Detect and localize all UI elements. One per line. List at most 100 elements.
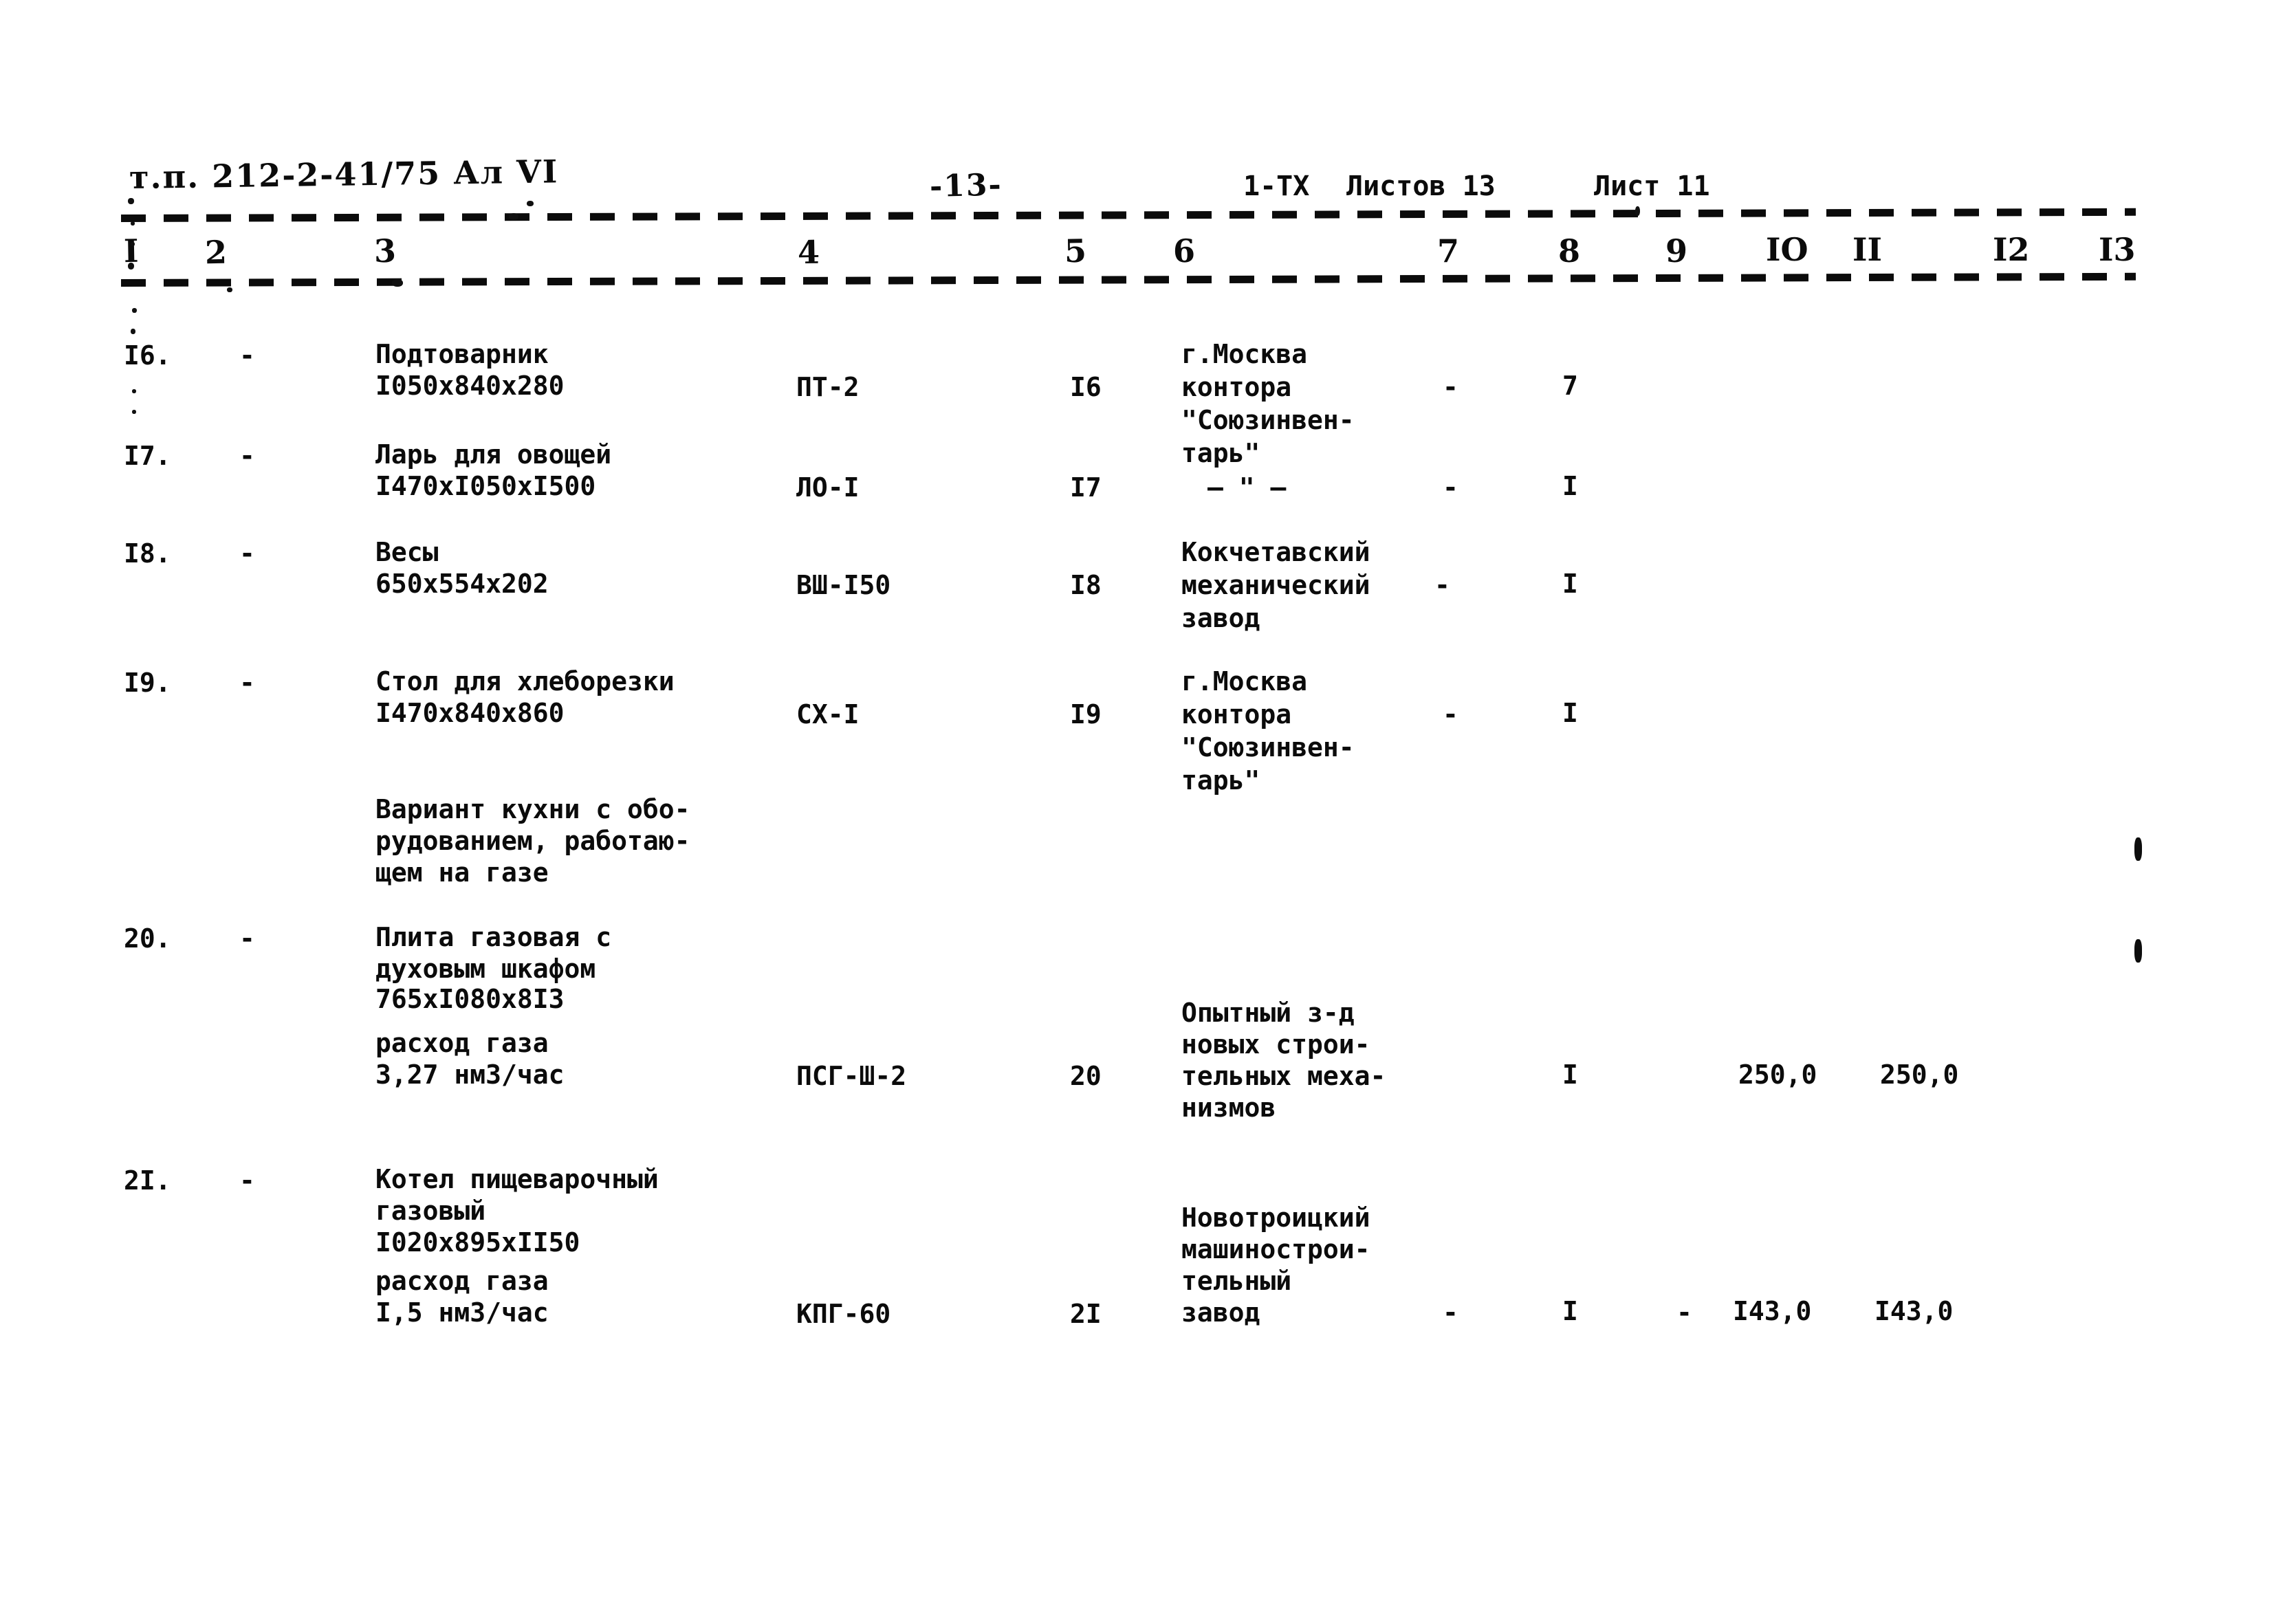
row-name-line: Весы [375,537,439,567]
column-header-10: IO [1766,231,1808,268]
row-type-mark: ЛО-I [796,472,860,503]
row-name-line: 3,27 нм3/час [375,1060,565,1090]
row-quantity: I [1562,1296,1578,1326]
row-number: 2I. [124,1165,171,1196]
scan-speck [132,308,137,313]
row-col7: - [1443,1297,1458,1328]
header-sheets-total: Листов 13 [1346,171,1496,202]
row-type-mark: ВШ-I50 [796,570,891,600]
row-supplier-line: г.Москва [1181,666,1308,696]
row-col2: - [239,1165,255,1196]
row-supplier-ditto: — " — [1207,472,1287,503]
row-name-line: Котел пищеварочный [375,1164,659,1194]
column-header-6: 6 [1172,232,1196,270]
row-position: I7 [1070,472,1102,503]
row-name-line: газовый [375,1196,486,1226]
row-position: 20 [1070,1061,1102,1091]
row-name-line: Ларь для овощей [375,439,612,470]
column-header-12: I2 [1993,231,2030,268]
scan-speck [131,242,135,246]
row-supplier-line: контора [1181,699,1292,729]
header-sheet-number: Лист 11 [1594,171,1710,202]
column-header-11: II [1852,231,1883,268]
column-header-2: 2 [204,233,228,272]
column-header-7: 7 [1437,232,1460,270]
row-name-line: 765хI080х8I3 [375,984,565,1014]
table-rule-top [120,208,2136,222]
scan-speck [132,389,136,393]
row-name-line: Подтоварник [375,339,549,369]
row-number: I7. [124,441,171,471]
scan-speck [131,329,135,334]
row-col7: - [1434,570,1450,600]
row-type-mark: ПТ-2 [796,372,860,402]
row-quantity: I [1562,569,1578,599]
row-supplier-line: тарь" [1181,438,1260,468]
section-note-line: рудованием, работаю- [375,826,690,856]
row-col7: - [1443,372,1458,402]
row-number: I6. [124,340,171,371]
scan-speck [128,198,134,204]
row-name-line: расход газа [375,1028,549,1058]
margin-ink-mark [2134,939,2142,963]
section-note-line: Вариант кухни с обо- [375,794,690,824]
row-name-line: I020х895хII50 [375,1227,580,1258]
row-supplier-line: завод [1181,1297,1260,1328]
row-supplier-line: завод [1181,603,1260,633]
row-supplier-line: тельный [1181,1266,1292,1296]
scan-speck [527,201,534,206]
row-name-line: 650х554х202 [375,569,549,599]
row-supplier-line: контора [1181,372,1292,402]
row-col10: I43,0 [1733,1296,1812,1326]
scan-speck [128,263,134,270]
row-position: 2I [1070,1299,1102,1329]
row-name-line: духовым шкафом [375,954,596,984]
row-col2: - [239,923,255,954]
row-col7: - [1443,472,1458,503]
row-number: I8. [124,538,171,569]
row-name-line: I050х840х280 [375,371,565,401]
header-section-code: 1-ТХ [1243,171,1310,202]
section-note-line: щем на газе [375,857,549,888]
table-rule-bottom [120,272,2136,287]
row-supplier-line: новых строи- [1181,1029,1370,1060]
header-page-marker: -13- [929,167,1003,204]
row-supplier-line: г.Москва [1181,339,1308,369]
row-quantity: I [1562,1060,1578,1090]
row-col2: - [239,340,255,371]
row-name-line: Стол для хлеборезки [375,666,675,696]
row-supplier-line: машинострои- [1181,1234,1370,1264]
header-project-code: т.п. 212-2-41/75 Ал VI [129,153,559,196]
row-name-line: I,5 нм3/час [375,1297,549,1328]
row-name-line: Плита газовая с [375,922,612,952]
row-name-line: I470хI050хI500 [375,471,596,501]
row-supplier-line: "Союзинвен- [1181,732,1355,762]
row-quantity: 7 [1562,371,1578,401]
scan-speck [509,213,518,220]
row-col7: - [1443,699,1458,729]
column-header-5: 5 [1064,232,1087,270]
row-col11: 250,0 [1880,1060,1959,1090]
row-supplier-line: Новотроицкий [1181,1203,1370,1233]
row-supplier-line: "Союзинвен- [1181,405,1355,435]
row-position: I9 [1070,699,1102,729]
column-header-9: 9 [1665,232,1688,270]
row-col2: - [239,538,255,569]
row-type-mark: КПГ-60 [796,1299,891,1329]
column-header-8: 8 [1558,232,1581,270]
row-quantity: I [1562,471,1578,501]
row-supplier-line: Кокчетавский [1181,537,1370,567]
row-col2: - [239,668,255,698]
scan-speck [1635,206,1640,216]
row-type-mark: ПСГ-Ш-2 [796,1061,907,1091]
row-supplier-line: низмов [1181,1093,1276,1123]
scan-speck [132,410,136,414]
row-col2: - [239,441,255,471]
row-col9: - [1676,1297,1692,1328]
margin-ink-mark [2134,837,2142,861]
scan-speck [227,287,232,292]
row-position: I8 [1070,570,1102,600]
row-number: I9. [124,668,171,698]
scan-speck [131,221,135,226]
column-header-3: 3 [373,232,397,270]
